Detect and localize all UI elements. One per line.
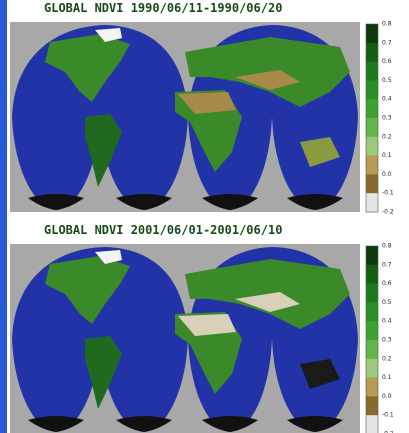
ocean-lobe	[100, 116, 188, 210]
colorbar-segment	[366, 42, 378, 63]
colorbar-tick-label: 0.6	[382, 58, 392, 65]
colorbar-tick-label: 0.5	[382, 299, 392, 306]
colorbar-tick-label: 0.3	[382, 337, 392, 344]
colorbar-segment	[366, 99, 378, 119]
colorbar-tick-label: 0.6	[382, 280, 392, 287]
ice	[95, 28, 122, 42]
colorbar-segment	[366, 24, 378, 44]
continent	[85, 336, 122, 409]
colorbar-tick-label: 0.4	[382, 96, 392, 103]
colorbar-segment	[366, 377, 378, 397]
antarctica	[116, 416, 172, 432]
colorbar-tick-label: 0.8	[382, 21, 392, 28]
colorbar-segment	[366, 155, 378, 175]
colorbar-tick-label: 0.2	[382, 355, 392, 362]
colorbar-segment	[366, 396, 378, 416]
ice	[95, 250, 122, 264]
colorbar: 0.8 0.7 0.6 0.5 0.4 0.3 0.2 0.1 0.0 -0.1 -0.2	[365, 21, 394, 216]
colorbar-segment	[366, 193, 378, 213]
panel-title: GLOBAL NDVI 2001/06/01-2001/06/10	[44, 223, 282, 237]
colorbar-tick-label: 0.5	[382, 77, 392, 84]
colorbar-segment	[366, 302, 378, 322]
colorbar-segment	[366, 174, 378, 194]
continent	[45, 34, 130, 102]
colorbar-tick-label: -0.1	[382, 412, 394, 419]
colorbar-tick-label: 0.0	[382, 171, 392, 178]
colorbar-tick-label: 0.0	[382, 393, 392, 400]
colorbar-segment	[366, 340, 378, 360]
colorbar-segment	[366, 118, 378, 138]
colorbar-tick-label: 0.8	[382, 243, 392, 250]
continent	[85, 114, 122, 187]
colorbar-tick-label: 0.7	[382, 261, 392, 268]
desert	[178, 314, 236, 336]
left-border	[0, 0, 7, 433]
colorbar-tick-label: 0.4	[382, 318, 392, 325]
colorbar-frame	[365, 23, 379, 213]
colorbar: 0.8 0.7 0.6 0.5 0.4 0.3 0.2 0.1 0.0 -0.1 -0.2	[365, 243, 394, 433]
desert	[178, 92, 236, 114]
continent	[300, 359, 340, 389]
colorbar-tick-label: -0.2	[382, 431, 394, 433]
antarctica	[28, 416, 84, 432]
colorbar-segment	[366, 80, 378, 100]
desert	[235, 70, 300, 90]
colorbar-tick-label: 0.2	[382, 133, 392, 140]
antarctica	[287, 194, 343, 210]
colorbar-segment	[366, 264, 378, 285]
antarctica	[202, 416, 258, 432]
colorbar-tick-label: 0.1	[382, 152, 392, 159]
colorbar-segment	[366, 415, 378, 433]
desert	[235, 292, 300, 312]
antarctica	[28, 194, 84, 210]
antarctica	[116, 194, 172, 210]
ocean-lobe	[12, 338, 100, 432]
colorbar-tick-label: -0.2	[382, 209, 394, 216]
panel-title: GLOBAL NDVI 1990/06/11-1990/06/20	[44, 1, 282, 15]
colorbar-segment	[366, 283, 378, 303]
colorbar-tick-label: 0.3	[382, 115, 392, 122]
antarctica	[287, 416, 343, 432]
colorbar-segment	[366, 61, 378, 81]
continent	[45, 256, 130, 324]
map	[10, 244, 360, 433]
colorbar-segment	[366, 358, 378, 379]
colorbar-segment	[366, 246, 378, 266]
colorbar-segment	[366, 321, 378, 341]
continent	[300, 137, 340, 167]
panel: GLOBAL NDVI 1990/06/11-1990/06/200.80.70…	[10, 1, 394, 216]
ocean-lobe	[12, 116, 100, 210]
colorbar-tick-label: 0.7	[382, 39, 392, 46]
antarctica	[202, 194, 258, 210]
panel: GLOBAL NDVI 2001/06/01-2001/06/100.80.70…	[10, 223, 394, 433]
ocean-lobe	[100, 338, 188, 432]
colorbar-segment	[366, 136, 378, 157]
colorbar-tick-label: 0.1	[382, 374, 392, 381]
map	[10, 22, 360, 212]
colorbar-frame	[365, 245, 379, 433]
colorbar-tick-label: -0.1	[382, 190, 394, 197]
